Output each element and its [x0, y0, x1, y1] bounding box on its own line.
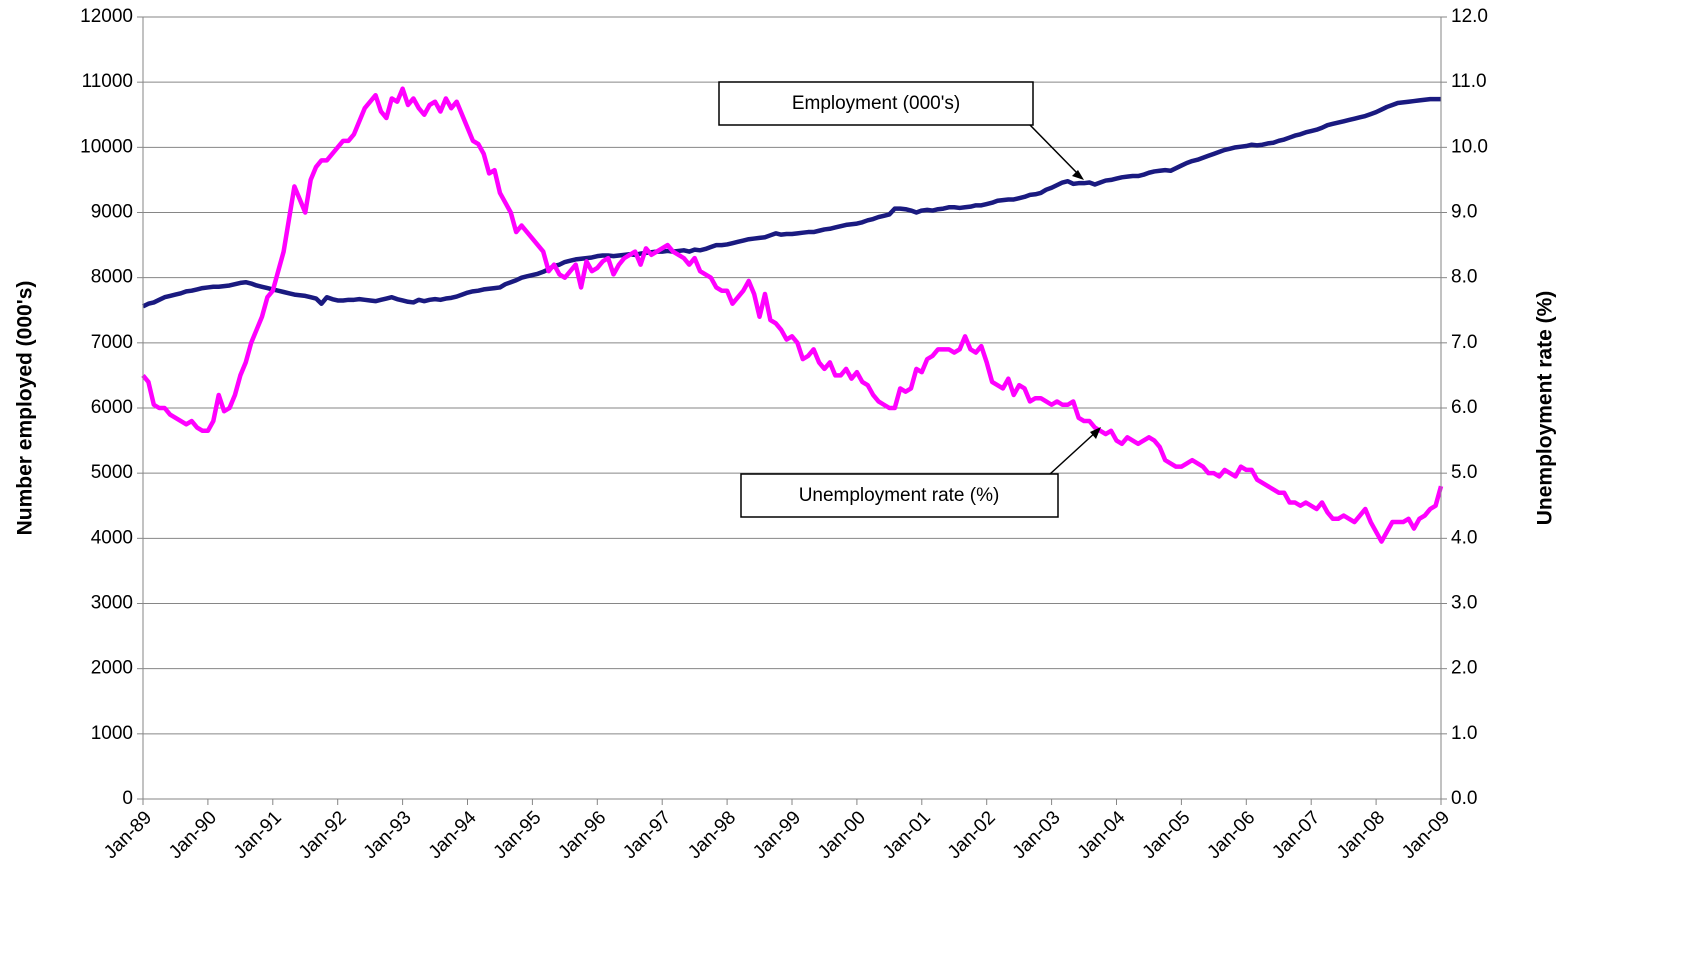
annotation-text: Employment (000's): [792, 93, 960, 114]
x-tick-label: Jan-98: [684, 807, 740, 863]
y2-tick-label: 11.0: [1451, 71, 1487, 92]
y-tick-label: 2000: [91, 658, 133, 679]
x-tick-label: Jan-02: [944, 807, 1000, 863]
y-tick-label: 3000: [91, 593, 133, 614]
arrow-head: [1072, 170, 1084, 180]
y2-tick-label: 12.0: [1451, 6, 1488, 27]
y2-axis-title: Unemployment rate (%): [1534, 291, 1557, 526]
x-tick-label: Jan-91: [230, 807, 286, 863]
y2-tick-label: 10.0: [1451, 136, 1488, 157]
y2-tick-label: 0.0: [1451, 788, 1477, 809]
y2-tick-label: 4.0: [1451, 527, 1477, 548]
x-tick-label: Jan-00: [814, 807, 870, 863]
y-tick-label: 5000: [91, 462, 133, 483]
y-tick-label: 6000: [91, 397, 133, 418]
y-tick-label: 0: [122, 788, 133, 809]
y-tick-label: 8000: [91, 267, 133, 288]
x-tick-label: Jan-06: [1203, 807, 1259, 863]
x-tick-label: Jan-03: [1009, 807, 1065, 863]
y2-tick-label: 5.0: [1451, 462, 1477, 483]
y2-tick-label: 1.0: [1451, 723, 1477, 744]
x-tick-label: Jan-96: [554, 807, 610, 863]
y-tick-label: 7000: [91, 332, 133, 353]
x-tick-label: Jan-99: [749, 807, 805, 863]
annotation: Unemployment rate (%): [740, 427, 1101, 518]
x-tick-label: Jan-08: [1333, 807, 1389, 863]
annotation-text: Unemployment rate (%): [799, 485, 1000, 506]
y2-tick-label: 9.0: [1451, 202, 1477, 223]
x-tick-label: Jan-90: [165, 807, 221, 863]
y2-tick-label: 6.0: [1451, 397, 1477, 418]
x-tick-label: Jan-89: [100, 807, 156, 863]
y-tick-label: 10000: [80, 136, 133, 157]
y2-tick-label: 3.0: [1451, 593, 1477, 614]
y2-tick-label: 8.0: [1451, 267, 1477, 288]
x-tick-label: Jan-07: [1268, 807, 1324, 863]
x-tick-label: Jan-95: [490, 807, 546, 863]
x-tick-label: Jan-04: [1074, 807, 1130, 863]
grid: [143, 16, 1441, 800]
y-axis-title: Number employed (000's): [14, 281, 37, 536]
x-tick-label: Jan-94: [425, 807, 481, 863]
series-line: [142, 96, 1441, 309]
y-tick-label: 12000: [80, 6, 133, 27]
annotation-box: [740, 473, 1059, 518]
annotation-box: [718, 81, 1034, 126]
y2-tick-label: 2.0: [1451, 658, 1477, 679]
y-tick-label: 4000: [91, 527, 133, 548]
y-tick-label: 9000: [91, 202, 133, 223]
y-tick-label: 1000: [91, 723, 133, 744]
arrow-head: [1090, 427, 1101, 439]
x-tick-label: Jan-09: [1398, 807, 1454, 863]
x-tick-label: Jan-92: [295, 807, 351, 863]
series-line: [141, 86, 1444, 544]
axes: 0 1000 2000 3000 4000 5000 6000 7000 8000 9000 100…: [80, 6, 1488, 863]
x-tick-label: Jan-01: [879, 807, 935, 863]
annotation-arrow: [1049, 430, 1098, 475]
lines: [141, 86, 1444, 544]
annotation: Employment (000's): [718, 81, 1084, 180]
x-tick-label: Jan-05: [1139, 807, 1195, 863]
x-tick-label: Jan-93: [360, 807, 416, 863]
x-tick-label: Jan-97: [619, 807, 675, 863]
y-tick-label: 11000: [82, 71, 133, 92]
y2-tick-label: 7.0: [1451, 332, 1477, 353]
annotation-arrow: [1029, 124, 1081, 177]
